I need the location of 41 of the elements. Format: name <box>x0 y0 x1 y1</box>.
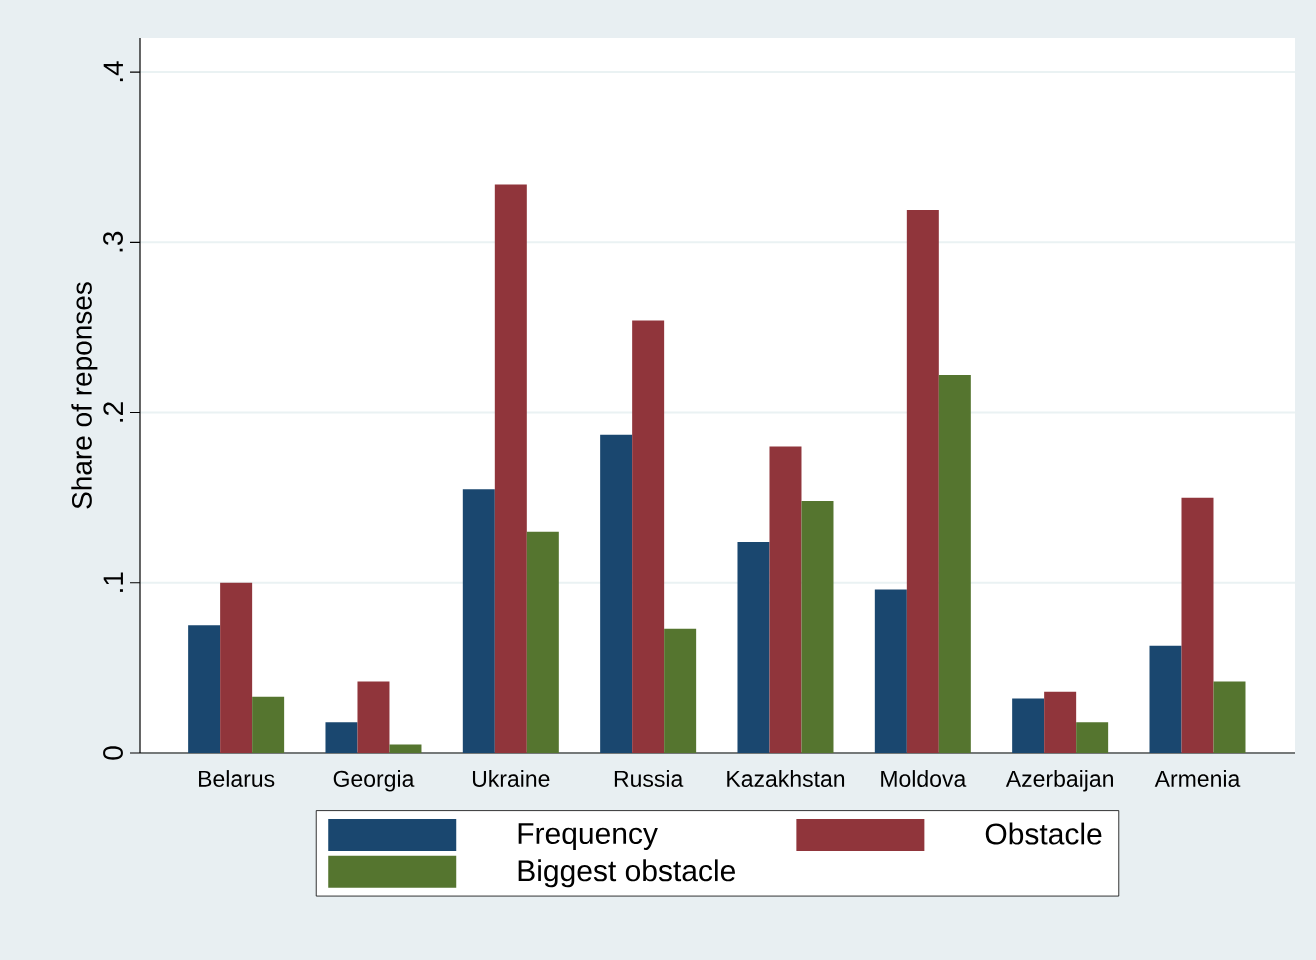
y-axis-title: Share of reponses <box>71 282 98 509</box>
x-tick-label: Armenia <box>1154 770 1241 787</box>
bar <box>664 628 697 753</box>
y-tick-label: .1 <box>103 572 123 592</box>
y-tick-label: .4 <box>103 61 123 82</box>
bar <box>874 589 907 753</box>
x-tick-label: Moldova <box>881 770 967 787</box>
legend-label: Biggest obstacle <box>518 859 735 888</box>
y-tick-label: .2 <box>103 402 123 422</box>
bar <box>801 501 834 753</box>
y-tick-label: 0 <box>103 746 123 760</box>
bar <box>906 209 939 753</box>
bar <box>462 489 495 753</box>
x-tick-label: Azerbaijan <box>1005 770 1113 792</box>
bar <box>325 722 358 753</box>
legend-label: Obstacle <box>985 822 1102 845</box>
bar <box>632 320 665 753</box>
bar <box>1213 681 1246 753</box>
x-tick-label: Belarus <box>199 770 275 787</box>
bar <box>1044 691 1077 753</box>
bar <box>494 184 527 753</box>
bar <box>188 625 221 753</box>
legend-label: Frequency <box>518 823 658 850</box>
bar <box>1149 645 1182 753</box>
bar <box>1012 698 1045 753</box>
bar <box>526 531 559 753</box>
bar <box>1076 722 1109 753</box>
bar <box>600 434 633 753</box>
x-tick-label: Georgia <box>333 770 415 792</box>
y-tick-label: .3 <box>103 231 123 252</box>
x-tick-label: Russia <box>614 770 684 787</box>
bar <box>938 375 971 753</box>
bar <box>1181 497 1214 753</box>
bar <box>737 541 770 753</box>
bar <box>389 744 422 753</box>
x-tick-label: Kazakhstan <box>727 770 845 787</box>
bar <box>357 681 390 753</box>
bar <box>220 582 253 753</box>
x-tick-label: Ukraine <box>472 770 550 787</box>
bar <box>769 446 802 753</box>
bar <box>252 696 285 753</box>
